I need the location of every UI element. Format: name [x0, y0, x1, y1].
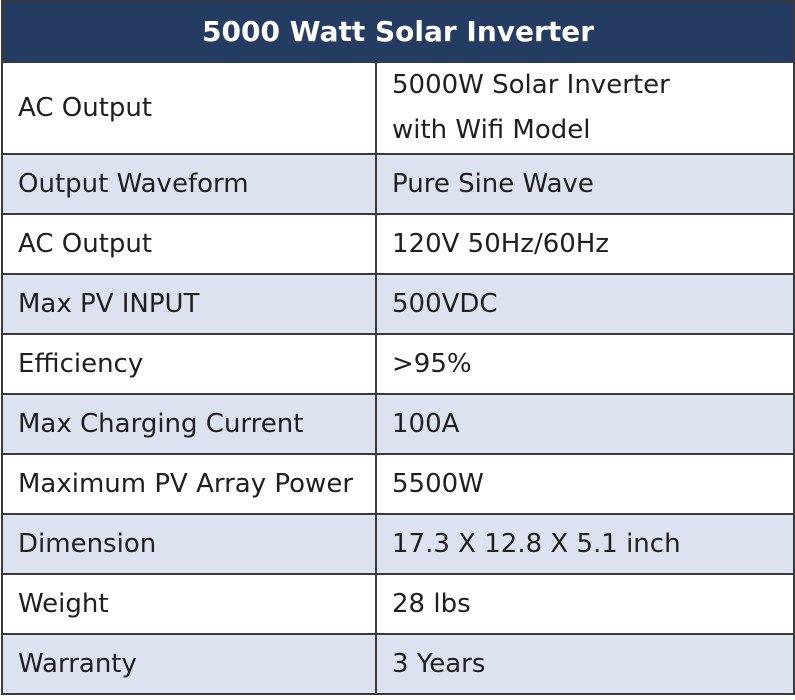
- row-label: Weight: [1, 573, 377, 635]
- row-label: Dimension: [1, 513, 377, 575]
- table-row: Warranty 3 Years: [1, 633, 795, 695]
- table-row: AC Output 5000W Solar Inverter with Wifi…: [1, 61, 795, 155]
- table-row: Output Waveform Pure Sine Wave: [1, 153, 795, 215]
- row-label: AC Output: [1, 213, 377, 275]
- row-value: 5000W Solar Inverter with Wifi Model: [374, 61, 795, 155]
- row-label: Max PV INPUT: [1, 273, 377, 335]
- row-label: AC Output: [1, 61, 377, 155]
- row-value: 5500W: [374, 453, 795, 515]
- row-value: 120V 50Hz/60Hz: [374, 213, 795, 275]
- row-value-line: with Wifi Model: [392, 115, 591, 145]
- row-label: Output Waveform: [1, 153, 377, 215]
- table-header-row: 5000 Watt Solar Inverter: [0, 0, 795, 63]
- table-row: Dimension 17.3 X 12.8 X 5.1 inch: [1, 513, 795, 575]
- row-value: Pure Sine Wave: [374, 153, 795, 215]
- row-value: 17.3 X 12.8 X 5.1 inch: [374, 513, 795, 575]
- row-label: Warranty: [1, 633, 377, 695]
- row-value: 100A: [374, 393, 795, 455]
- row-label: Efficiency: [1, 333, 377, 395]
- table-title: 5000 Watt Solar Inverter: [0, 0, 795, 63]
- table-row: Max Charging Current 100A: [1, 393, 795, 455]
- table-row: Weight 28 lbs: [1, 573, 795, 635]
- table-row: Maximum PV Array Power 5500W: [1, 453, 795, 515]
- row-value-line: 5000W Solar Inverter: [392, 70, 670, 100]
- row-value: 500VDC: [374, 273, 795, 335]
- table-row: Max PV INPUT 500VDC: [1, 273, 795, 335]
- table-row: Efficiency >95%: [1, 333, 795, 395]
- row-value: 28 lbs: [374, 573, 795, 635]
- row-label: Maximum PV Array Power: [1, 453, 377, 515]
- row-value: >95%: [374, 333, 795, 395]
- row-label: Max Charging Current: [1, 393, 377, 455]
- row-value: 3 Years: [374, 633, 795, 695]
- table-row: AC Output 120V 50Hz/60Hz: [1, 213, 795, 275]
